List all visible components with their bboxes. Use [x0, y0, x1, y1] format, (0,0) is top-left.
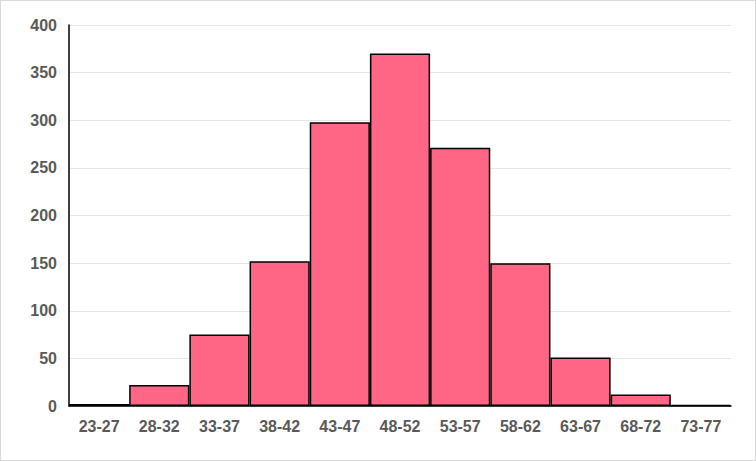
svg-text:53-57: 53-57 [440, 418, 481, 435]
svg-text:300: 300 [30, 112, 57, 129]
svg-text:350: 350 [30, 64, 57, 81]
svg-text:250: 250 [30, 159, 57, 176]
svg-text:48-52: 48-52 [380, 418, 421, 435]
svg-text:150: 150 [30, 255, 57, 272]
svg-text:0: 0 [48, 398, 57, 415]
svg-text:400: 400 [30, 17, 57, 34]
svg-text:73-77: 73-77 [680, 418, 721, 435]
svg-text:23-27: 23-27 [79, 418, 120, 435]
svg-text:68-72: 68-72 [620, 418, 661, 435]
svg-text:43-47: 43-47 [319, 418, 360, 435]
svg-text:28-32: 28-32 [139, 418, 180, 435]
svg-text:38-42: 38-42 [259, 418, 300, 435]
svg-text:50: 50 [39, 350, 57, 367]
svg-text:63-67: 63-67 [560, 418, 601, 435]
svg-text:200: 200 [30, 207, 57, 224]
svg-text:58-62: 58-62 [500, 418, 541, 435]
svg-text:100: 100 [30, 302, 57, 319]
svg-text:33-37: 33-37 [199, 418, 240, 435]
